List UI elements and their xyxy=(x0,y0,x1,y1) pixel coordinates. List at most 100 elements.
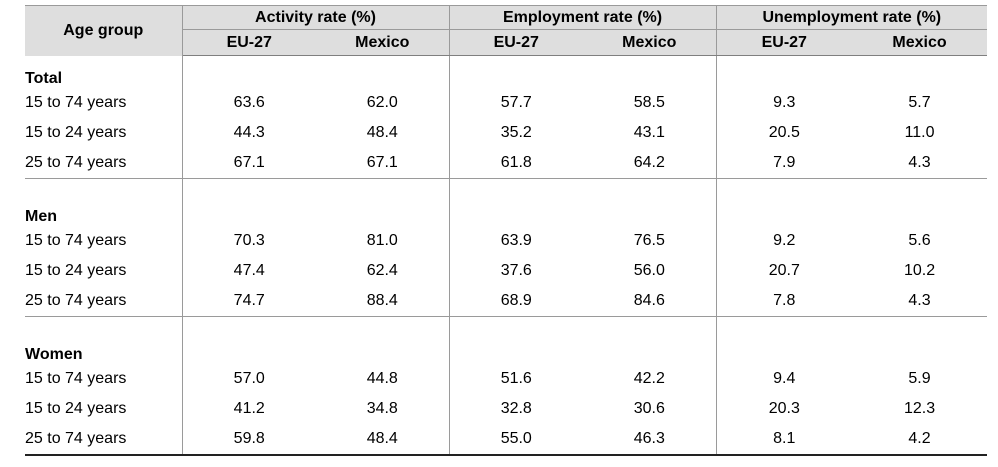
subcol-eu27: EU-27 xyxy=(182,29,316,56)
spacer-cell xyxy=(449,179,583,195)
value-cell: 5.6 xyxy=(908,232,931,249)
value-cell: 44.8 xyxy=(316,364,450,394)
spacer-cell xyxy=(25,178,183,194)
row-label: 25 to 74 years xyxy=(25,148,183,179)
subcol-mexico: Mexico xyxy=(852,29,988,56)
value-cell: 62.4 xyxy=(316,256,450,286)
empty-cell xyxy=(316,55,450,88)
value-cell: 76.5 xyxy=(583,226,717,256)
value-cell: 5.7 xyxy=(908,94,931,111)
activity-rate-header: Activity rate (%) xyxy=(182,6,450,30)
table-row: 25 to 74 years 74.7 88.4 68.9 84.6 7.8 4.3 xyxy=(25,286,988,317)
section-title: Total xyxy=(25,55,183,88)
value-cell: 12.3 xyxy=(903,400,936,417)
table-row: 15 to 24 years 41.2 34.8 32.8 30.6 20.3 12.3 xyxy=(25,394,987,424)
empty-cell xyxy=(716,194,852,226)
empty-cell xyxy=(449,332,583,364)
value-cell: 46.3 xyxy=(583,424,717,456)
value-cell: 84.6 xyxy=(583,286,717,317)
empty-cell xyxy=(583,332,717,364)
value-cell: 20.7 xyxy=(768,262,800,279)
value-cell: 67.1 xyxy=(182,148,316,179)
spacer-cell xyxy=(583,316,717,332)
table-row: 15 to 74 years 57.0 44.8 51.6 42.2 9.4 5.9 xyxy=(25,364,987,394)
value-cell: 34.8 xyxy=(316,394,450,424)
section-header-row: Men xyxy=(25,194,987,226)
empty-cell xyxy=(316,194,450,226)
empty-cell xyxy=(716,56,852,89)
value-cell: 61.8 xyxy=(449,148,584,179)
value-cell: 62.0 xyxy=(316,88,450,118)
spacer-cell xyxy=(852,179,987,195)
age-group-header: Age group xyxy=(25,6,183,56)
empty-cell xyxy=(716,332,852,364)
table-top-border xyxy=(25,5,987,6)
section-spacer xyxy=(25,316,987,333)
value-cell: 68.9 xyxy=(449,286,584,317)
section-title: Women xyxy=(25,332,183,364)
subcol-eu27: EU-27 xyxy=(716,29,853,56)
spacer-cell xyxy=(852,317,987,333)
row-label: 15 to 74 years xyxy=(25,364,183,394)
spacer-cell xyxy=(449,317,583,333)
value-cell: 81.0 xyxy=(316,226,450,256)
value-cell: 41.2 xyxy=(233,400,265,417)
empty-cell xyxy=(583,194,717,226)
empty-cell xyxy=(852,332,987,364)
value-cell: 8.1 xyxy=(716,424,853,456)
empty-cell xyxy=(583,55,717,88)
row-label: 15 to 24 years xyxy=(25,256,183,286)
row-label: 25 to 74 years xyxy=(25,424,183,456)
section-title: Men xyxy=(25,194,183,226)
subcol-mexico: Mexico xyxy=(583,29,717,56)
empty-cell xyxy=(449,194,583,226)
value-cell: 35.2 xyxy=(500,124,532,141)
value-cell: 47.4 xyxy=(233,262,265,279)
value-cell: 88.4 xyxy=(316,286,450,317)
table-row: 15 to 74 years 63.6 62.0 57.7 58.5 9.3 5.7 xyxy=(25,88,987,118)
value-cell: 67.1 xyxy=(316,148,450,179)
empty-cell xyxy=(852,194,987,226)
table-row: 15 to 24 years 44.3 48.4 35.2 43.1 20.5 11.0 xyxy=(25,118,987,148)
section-header-row: Women xyxy=(25,332,987,364)
value-cell: 48.4 xyxy=(316,118,450,148)
value-cell: 74.7 xyxy=(182,286,316,317)
value-cell: 7.8 xyxy=(716,286,853,317)
value-cell: 70.3 xyxy=(233,232,265,249)
empty-cell xyxy=(852,56,987,89)
spacer-cell xyxy=(182,317,316,333)
value-cell: 9.3 xyxy=(773,94,796,111)
value-cell: 9.2 xyxy=(773,232,796,249)
empty-cell xyxy=(316,332,450,364)
header-row-subcols: EU-27 Mexico EU-27 Mexico EU-27 Mexico xyxy=(25,29,988,56)
row-label: 15 to 24 years xyxy=(25,118,183,148)
section-spacer xyxy=(25,178,987,195)
value-cell: 42.2 xyxy=(583,364,717,394)
value-cell: 11.0 xyxy=(904,124,935,141)
spacer-cell xyxy=(716,179,852,195)
empty-cell xyxy=(449,56,583,89)
value-cell: 64.2 xyxy=(583,148,717,179)
value-cell: 63.9 xyxy=(500,232,532,249)
spacer-cell xyxy=(316,178,450,194)
spacer-cell xyxy=(583,178,717,194)
section-header-row: Total xyxy=(25,55,987,89)
spacer-cell xyxy=(25,316,183,332)
row-label: 25 to 74 years xyxy=(25,286,183,317)
value-cell: 44.3 xyxy=(233,124,265,141)
table-row: 15 to 74 years 70.3 81.0 63.9 76.5 9.2 5.6 xyxy=(25,226,987,256)
header-row-groups: Age group Activity rate (%) Employment r… xyxy=(25,6,988,56)
value-cell: 4.3 xyxy=(852,148,988,179)
value-cell: 7.9 xyxy=(716,148,853,179)
spacer-cell xyxy=(316,316,450,332)
value-cell: 43.1 xyxy=(583,118,717,148)
value-cell: 37.6 xyxy=(500,262,532,279)
value-cell: 58.5 xyxy=(583,88,717,118)
value-cell: 9.4 xyxy=(773,370,796,387)
value-cell: 5.9 xyxy=(908,370,931,387)
value-cell: 57.7 xyxy=(500,94,532,111)
value-cell: 48.4 xyxy=(316,424,450,456)
table-row: 25 to 74 years 67.1 67.1 61.8 64.2 7.9 4.3 xyxy=(25,148,988,179)
row-label: 15 to 24 years xyxy=(25,394,183,424)
empty-cell xyxy=(182,194,316,226)
